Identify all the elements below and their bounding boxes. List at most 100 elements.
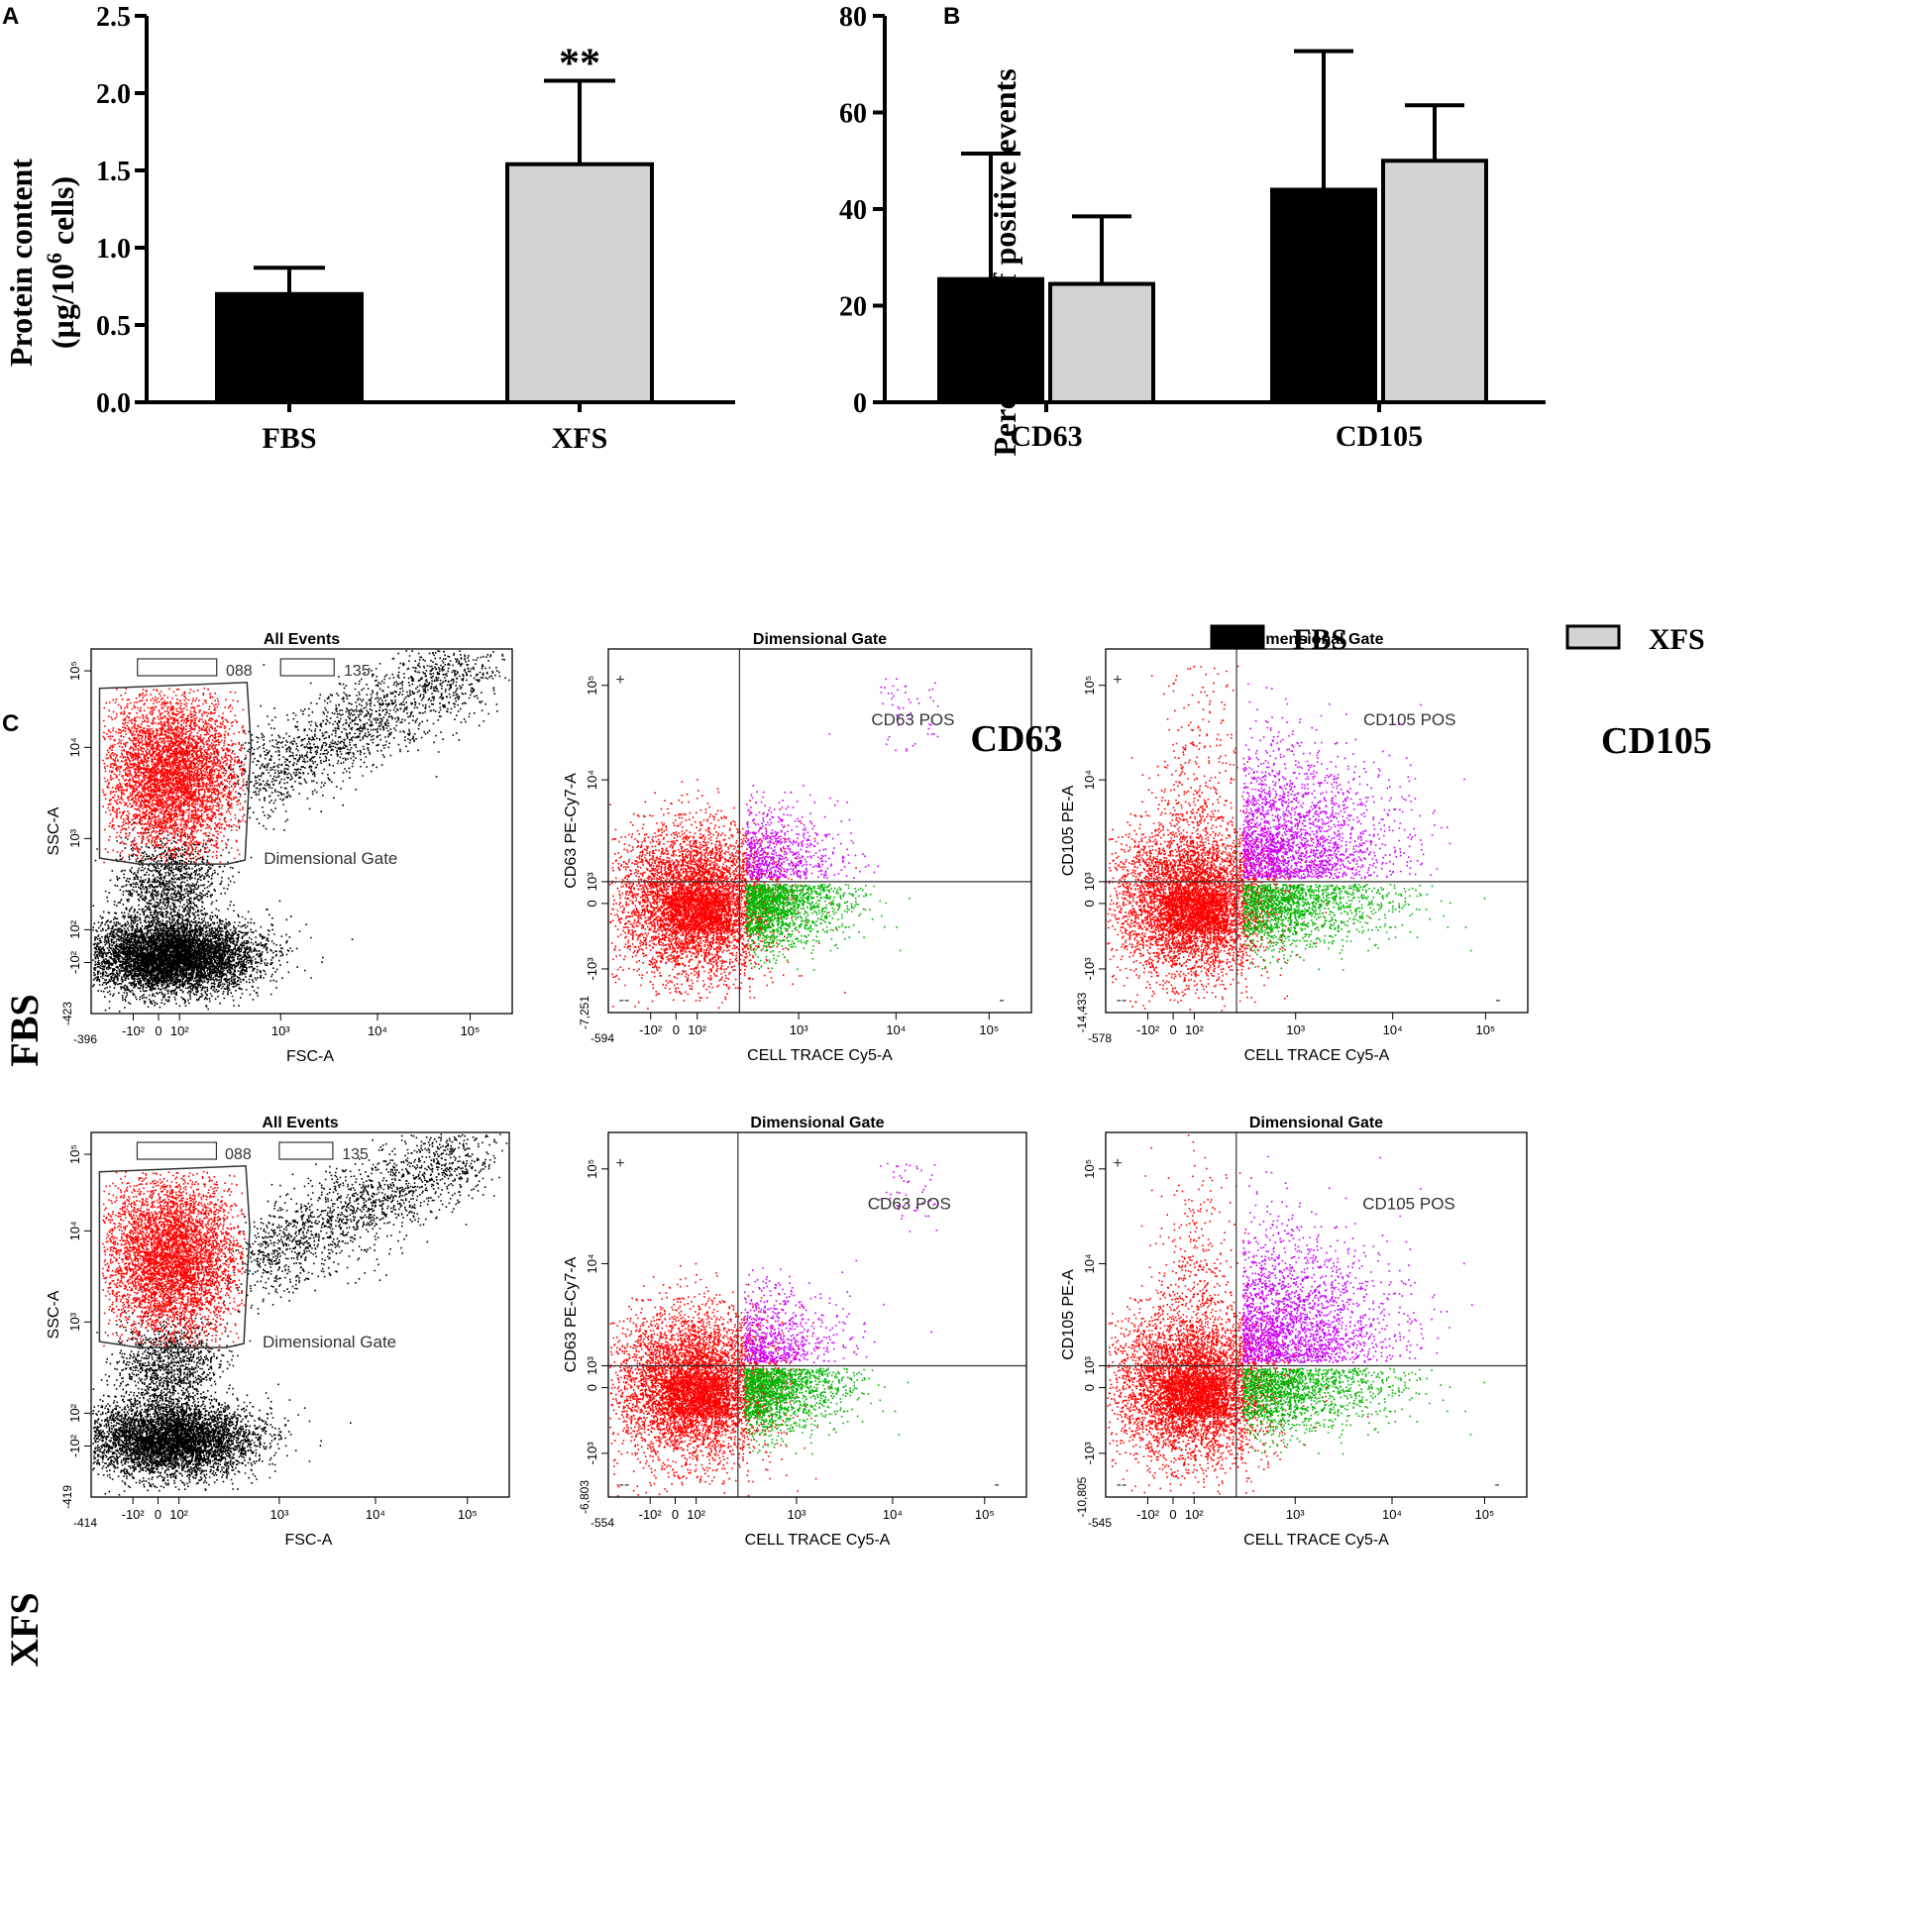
x-tick-label: 10² [1185, 1022, 1204, 1037]
y-tick-label: 10³ [1082, 1355, 1097, 1374]
gated-events [102, 687, 247, 864]
x-axis-label: CELL TRACE Cy5-A [745, 1532, 891, 1549]
x-axis-min-label: -594 [590, 1031, 614, 1045]
y-tick-label: 10⁴ [67, 737, 82, 757]
plot-frame [90, 1131, 510, 1498]
chart-b-xtick-label: CD63 [1010, 420, 1082, 453]
quadrant-positive-events [1241, 1155, 1473, 1363]
y-tick-label: 10⁵ [67, 1144, 82, 1164]
chart-a-xtick-label: FBS [262, 422, 316, 455]
quadrant-mark-ll: -- [1117, 992, 1127, 1009]
y-tick-label: -10³ [585, 957, 599, 981]
chart-a-significance: ** [559, 42, 600, 87]
x-axis-min-label: -414 [73, 1516, 97, 1530]
x-axis-min-label: -545 [1088, 1516, 1112, 1530]
positive-events-chart: Percentage of positive events FBS XFS 02… [839, 2, 1705, 656]
panel-label-b: B [943, 3, 960, 30]
dimensional-gate-outline [98, 1165, 251, 1348]
x-tick-label: 0 [1170, 1022, 1177, 1037]
x-tick-label: -10² [639, 1022, 663, 1037]
quadrant-mark-ul: + [1113, 1155, 1122, 1172]
x-tick-label: -10² [1136, 1507, 1160, 1522]
y-tick-label: -10³ [1082, 957, 1097, 981]
x-tick-label: 10² [169, 1507, 188, 1522]
y-tick-label: 10⁵ [585, 676, 599, 696]
legend-fbs-label: FBS [1293, 623, 1347, 656]
x-axis-label: FSC-A [284, 1532, 332, 1549]
plot-title: All Events [262, 1115, 338, 1131]
y-axis-min-label: -6,803 [578, 1480, 591, 1514]
x-tick-label: 10⁵ [458, 1507, 478, 1522]
chart-a-ytick-label: 1.5 [96, 157, 131, 187]
chart-a-ytick-label: 1.0 [96, 234, 131, 265]
chart-b-bar-cd105-xfs [1381, 159, 1488, 404]
region-box-2 [278, 1141, 334, 1160]
gate-label: Dimensional Gate [263, 1333, 396, 1351]
row-label-xfs: XFS [2, 1592, 47, 1667]
plot-frame [1105, 1131, 1528, 1498]
y-tick-label: -10³ [585, 1442, 599, 1465]
y-axis-min-label: -423 [60, 1002, 74, 1025]
region-box-2-label: 135 [344, 663, 371, 680]
panel-label-a: A [2, 3, 19, 30]
y-tick-label: 0 [585, 1384, 599, 1391]
x-tick-label: 0 [672, 1507, 679, 1522]
y-axis-min-label: -10,805 [1075, 1476, 1089, 1517]
chart-b-bar-cd63-xfs [1048, 281, 1155, 404]
column-title-cd105: CD105 [1601, 720, 1712, 762]
ungated-events [92, 1133, 508, 1496]
quadrant-mark-ll: -- [1117, 1476, 1127, 1493]
positive-quadrant-label: CD63 POS [868, 1194, 951, 1213]
y-tick-label: -10³ [1082, 1442, 1097, 1465]
x-axis-min-label: -578 [1088, 1031, 1112, 1045]
x-tick-label: 10³ [790, 1022, 808, 1037]
chart-a-ylabel-suffix: cells) [45, 176, 80, 253]
plot-title: Dimensional Gate [1249, 631, 1383, 648]
panel-label-c: C [2, 710, 19, 737]
quadrant-mark-lr: - [1494, 1476, 1499, 1493]
column-title-cd63: CD63 [971, 718, 1063, 760]
chart-a-xtick-label: XFS [552, 422, 608, 455]
quadrant-negative-events [1107, 665, 1370, 1012]
y-tick-label: 10³ [67, 1312, 82, 1331]
quadrant-negative-events [1107, 1134, 1369, 1495]
x-tick-label: 10³ [271, 1023, 290, 1038]
plot-frame [1105, 648, 1529, 1014]
chart-a-ylabel-line1: Protein content [3, 159, 39, 367]
y-tick-label: 10⁴ [67, 1221, 82, 1240]
positive-quadrant-label: CD105 POS [1362, 1194, 1455, 1213]
y-tick-label: 10² [67, 1403, 82, 1422]
y-tick-label: 10³ [1082, 872, 1097, 891]
plot-title: Dimensional Gate [753, 631, 887, 648]
x-tick-label: 10⁴ [368, 1023, 387, 1038]
quadrant-mark-ul: + [615, 1155, 624, 1172]
quadrant-single-positive-events [743, 1367, 910, 1455]
y-axis-label: CD105 PE-A [1060, 785, 1077, 876]
y-tick-label: 10⁵ [585, 1159, 599, 1179]
y-tick-label: 0 [1082, 1384, 1097, 1391]
quadrant-mark-lr: - [994, 1476, 999, 1493]
x-tick-label: 10⁴ [1383, 1022, 1403, 1037]
y-tick-label: 10³ [585, 872, 599, 891]
quadrant-mark-lr: - [1495, 992, 1500, 1009]
x-axis-label: CELL TRACE Cy5-A [1243, 1532, 1389, 1549]
quadrant-single-positive-events [745, 884, 911, 971]
x-tick-label: 10⁴ [883, 1507, 903, 1522]
x-tick-label: 10⁵ [1475, 1022, 1495, 1037]
x-axis-label: FSC-A [286, 1048, 334, 1065]
chart-b-bar-cd63-fbs [937, 276, 1044, 404]
positive-quadrant-label: CD63 POS [871, 710, 954, 729]
chart-a-bar-xfs [505, 161, 654, 404]
protein-content-chart: Protein content (µg/106 cells) 0.0 0.5 1.0… [3, 2, 735, 455]
region-box-1 [137, 658, 218, 677]
chart-a-ytick-label: 0.0 [96, 388, 131, 419]
y-axis-min-label: -419 [60, 1485, 74, 1509]
chart-a-ylabel-line2: (µg/106 cells) [42, 176, 80, 349]
plot-frame [607, 1131, 1027, 1498]
x-tick-label: 10² [688, 1022, 706, 1037]
y-tick-label: -10² [67, 1434, 82, 1457]
